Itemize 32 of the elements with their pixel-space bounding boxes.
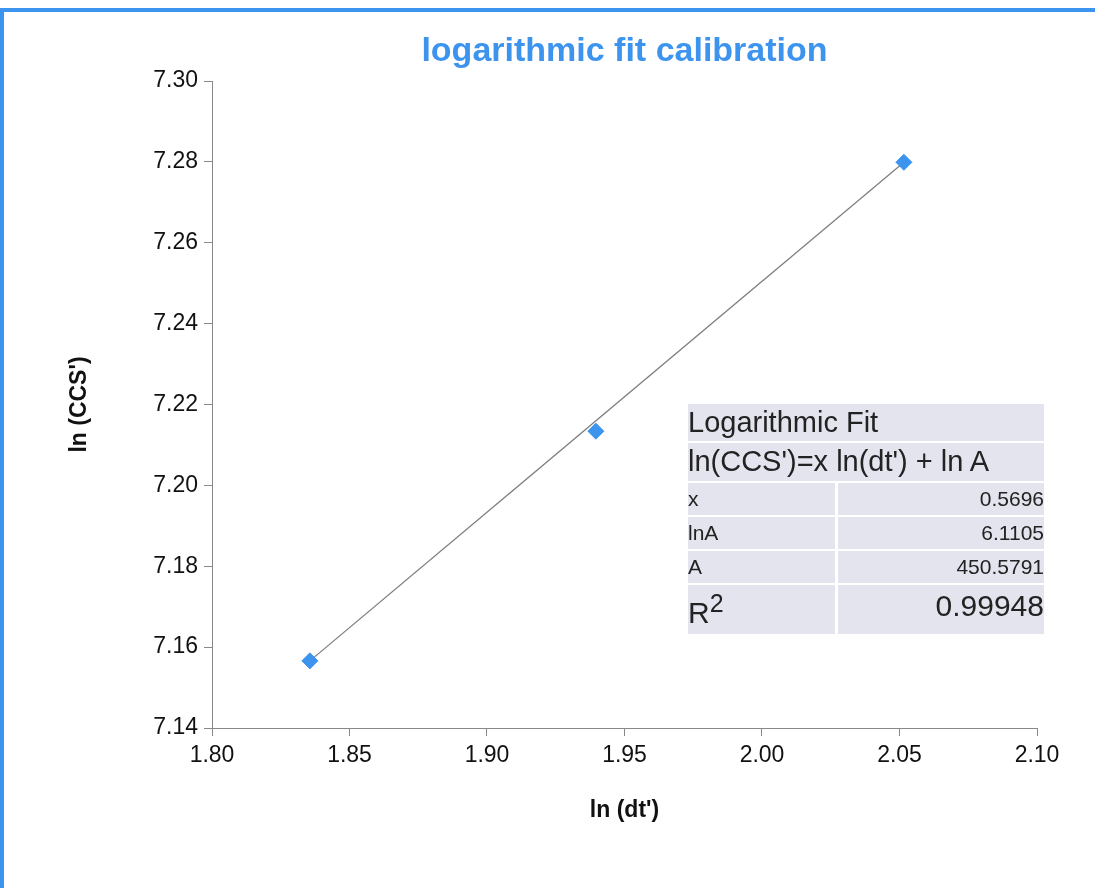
annotation: Logarithmic Fit [688, 404, 1044, 442]
annotation: A [688, 550, 835, 583]
annotation: ln(CCS')=x ln(dt') + ln A [688, 443, 1044, 481]
point [895, 153, 913, 171]
x-tick-label: 2.00 [739, 741, 785, 768]
point [301, 652, 319, 670]
x-axis-title: ln (dt') [589, 795, 660, 822]
annotation: R$^{2}$ [688, 584, 835, 634]
y-tick-label: 7.20 [153, 470, 198, 497]
annotation: lnA [688, 516, 835, 549]
x-tick-label: 1.90 [464, 741, 510, 768]
x-tick-label: 1.85 [327, 741, 372, 768]
x-tick-label: 2.05 [877, 741, 922, 768]
y-tick-label: 7.26 [153, 228, 198, 255]
chart-title: logarithmic fit calibration [420, 30, 829, 69]
y-tick-label: 7.24 [153, 308, 199, 335]
x-tick-label: 1.95 [602, 741, 647, 768]
y-tick-label: 7.28 [153, 147, 198, 174]
x-tick-label: 1.80 [189, 741, 235, 768]
y-tick-label: 7.16 [153, 632, 198, 659]
annotation: 450.5791 [838, 550, 1044, 583]
y-tick-label: 7.18 [153, 551, 198, 578]
annotation: 0.99948 [838, 584, 1044, 634]
y-tick-label: 7.30 [153, 66, 198, 93]
annotation: 0.5696 [838, 482, 1044, 515]
y-tick-label: 7.22 [153, 389, 198, 416]
point [587, 422, 605, 440]
y-axis-title: ln (CCS') [65, 356, 92, 453]
x-tick-label: 2.10 [1014, 741, 1060, 768]
y-tick-label: 7.14 [153, 713, 199, 740]
annotation: x [688, 482, 835, 515]
annotation: 6.1105 [838, 516, 1044, 549]
